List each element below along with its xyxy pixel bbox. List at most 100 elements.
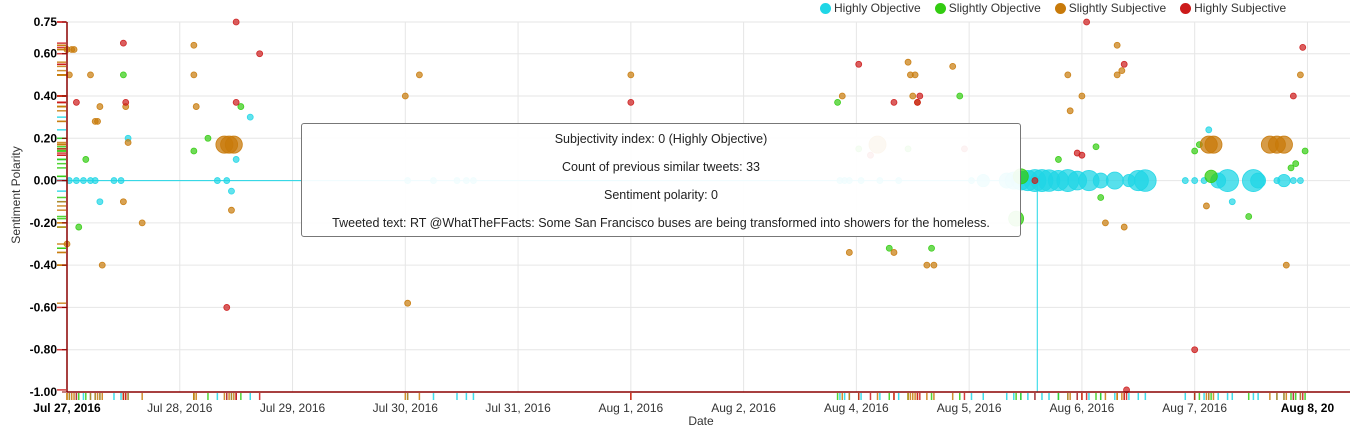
data-point[interactable] (1191, 346, 1199, 354)
data-point[interactable] (190, 147, 198, 155)
data-point[interactable] (911, 71, 919, 79)
data-point[interactable] (1250, 172, 1267, 189)
data-point[interactable] (228, 206, 235, 214)
data-point[interactable] (1296, 177, 1304, 184)
data-point[interactable] (80, 177, 87, 184)
data-point[interactable] (956, 92, 964, 100)
data-point[interactable] (96, 198, 104, 206)
data-point[interactable] (119, 71, 127, 79)
data-point[interactable] (87, 71, 94, 79)
data-point[interactable] (1205, 126, 1213, 134)
data-point[interactable] (1245, 213, 1253, 220)
data-point[interactable] (190, 41, 198, 49)
data-point[interactable] (885, 244, 893, 252)
data-point[interactable] (1105, 171, 1124, 190)
data-point[interactable] (192, 103, 200, 110)
data-point[interactable] (1204, 169, 1218, 183)
data-point[interactable] (204, 134, 212, 142)
data-point[interactable] (855, 60, 863, 68)
data-point[interactable] (237, 103, 245, 110)
data-point[interactable] (232, 98, 240, 106)
data-point[interactable] (1066, 107, 1074, 115)
data-point[interactable] (1078, 151, 1086, 159)
data-point[interactable] (96, 103, 104, 110)
data-point[interactable] (94, 117, 101, 125)
data-point[interactable] (415, 71, 423, 79)
data-point[interactable] (232, 156, 240, 163)
data-point[interactable] (1275, 135, 1293, 154)
data-point[interactable] (1055, 156, 1062, 163)
data-point[interactable] (124, 139, 132, 146)
data-point[interactable] (75, 223, 83, 231)
data-point[interactable] (223, 177, 231, 184)
data-point[interactable] (91, 177, 99, 184)
data-point[interactable] (1277, 173, 1291, 188)
data-point[interactable] (1191, 177, 1199, 184)
data-point[interactable] (117, 177, 125, 184)
data-point[interactable] (232, 18, 240, 26)
data-point[interactable] (1301, 147, 1309, 155)
data-point[interactable] (890, 98, 898, 106)
data-point[interactable] (1203, 202, 1210, 210)
data-point[interactable] (1204, 135, 1223, 154)
data-point[interactable] (845, 249, 853, 256)
data-point[interactable] (914, 98, 921, 106)
data-point[interactable] (1120, 223, 1128, 231)
data-point[interactable] (1120, 60, 1128, 68)
data-point[interactable] (1078, 92, 1086, 100)
data-point[interactable] (1102, 219, 1109, 227)
data-point[interactable] (72, 98, 80, 106)
data-point[interactable] (98, 261, 106, 269)
data-point[interactable] (246, 113, 254, 121)
data-point[interactable] (72, 177, 80, 184)
data-point[interactable] (1216, 169, 1239, 192)
data-point[interactable] (838, 92, 846, 100)
data-point[interactable] (1282, 261, 1290, 269)
data-point[interactable] (1113, 41, 1121, 49)
data-point[interactable] (1289, 177, 1297, 184)
data-point[interactable] (1296, 71, 1304, 79)
legend-item-slightly-objective[interactable]: Slightly Objective (934, 1, 1041, 15)
data-point[interactable] (223, 304, 231, 311)
data-point[interactable] (909, 92, 917, 100)
data-point[interactable] (949, 63, 957, 70)
data-point[interactable] (1228, 198, 1236, 206)
data-point[interactable] (190, 71, 198, 79)
data-point[interactable] (110, 177, 118, 184)
data-point[interactable] (890, 249, 898, 256)
data-point[interactable] (1118, 67, 1126, 75)
data-point[interactable] (1134, 169, 1157, 192)
data-point[interactable] (1289, 92, 1297, 100)
data-point[interactable] (1299, 43, 1307, 51)
data-point[interactable] (916, 92, 924, 100)
data-point[interactable] (122, 98, 130, 106)
legend-item-highly-subjective[interactable]: Highly Subjective (1180, 1, 1286, 15)
data-point[interactable] (213, 177, 221, 184)
data-point[interactable] (1191, 147, 1199, 155)
data-point[interactable] (119, 198, 127, 206)
data-point[interactable] (1083, 18, 1091, 26)
data-point[interactable] (930, 261, 938, 269)
data-point[interactable] (1031, 177, 1039, 184)
data-point[interactable] (404, 299, 412, 307)
data-point[interactable] (1113, 71, 1121, 79)
data-point[interactable] (224, 135, 243, 154)
data-point[interactable] (401, 92, 409, 100)
data-point[interactable] (904, 58, 912, 66)
legend-item-slightly-subjective[interactable]: Slightly Subjective (1054, 1, 1166, 15)
data-point[interactable] (627, 98, 635, 106)
data-point[interactable] (1181, 177, 1189, 184)
data-point[interactable] (923, 261, 931, 269)
data-point[interactable] (1287, 164, 1295, 172)
data-point[interactable] (834, 98, 841, 106)
data-point[interactable] (1092, 143, 1100, 151)
data-point[interactable] (228, 187, 235, 195)
data-point[interactable] (1292, 160, 1300, 168)
data-point[interactable] (928, 244, 935, 252)
data-point[interactable] (82, 156, 90, 163)
legend-item-highly-objective[interactable]: Highly Objective (820, 1, 921, 15)
data-point[interactable] (1064, 71, 1072, 79)
data-point[interactable] (1097, 194, 1105, 201)
data-point[interactable] (256, 50, 264, 58)
data-point[interactable] (138, 219, 146, 227)
